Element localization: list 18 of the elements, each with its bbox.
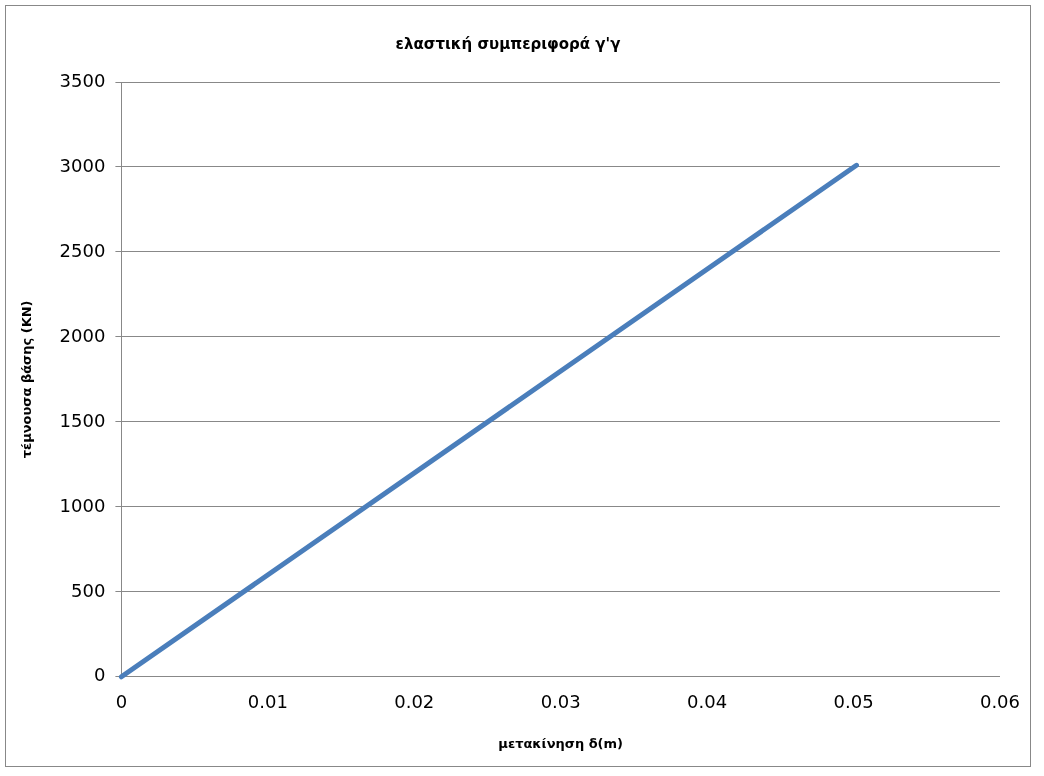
y-tick-label: 0 bbox=[93, 664, 106, 686]
y-tick-label: 3000 bbox=[59, 154, 106, 176]
x-tick-label: 0.04 bbox=[687, 691, 728, 713]
y-tick-label: 2000 bbox=[59, 324, 106, 346]
y-tick-label: 1500 bbox=[59, 409, 106, 431]
y-tick-label: 1000 bbox=[59, 494, 106, 516]
x-axis-title: μετακίνηση δ(m) bbox=[498, 735, 624, 751]
y-axis-title: τέμνουσα βάσης (KN) bbox=[19, 300, 35, 459]
x-tick-label: 0.06 bbox=[979, 691, 1020, 713]
x-tick-label: 0 bbox=[115, 691, 128, 713]
x-tick-label: 0.05 bbox=[833, 691, 874, 713]
y-tick-label: 2500 bbox=[59, 239, 106, 261]
y-tick-label: 3500 bbox=[59, 69, 106, 91]
y-tick-label: 500 bbox=[71, 579, 106, 601]
x-tick-label: 0.02 bbox=[394, 691, 435, 713]
x-tick-label: 0.01 bbox=[247, 691, 288, 713]
x-tick-label: 0.03 bbox=[540, 691, 581, 713]
chart-title: ελαστική συμπεριφορά γ'γ bbox=[395, 34, 621, 53]
